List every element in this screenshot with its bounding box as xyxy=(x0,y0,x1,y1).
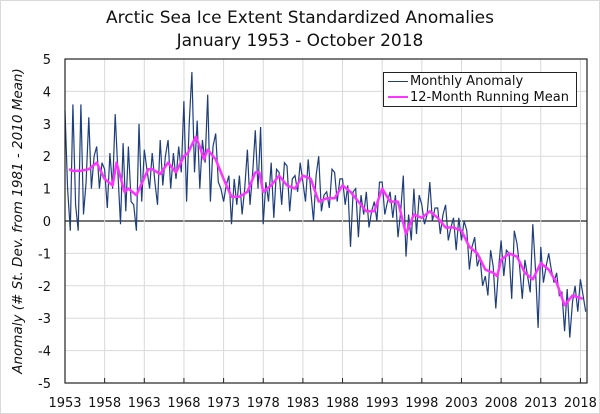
series-line-monthly-anomaly xyxy=(64,71,587,338)
y-tick-label: 3 xyxy=(43,118,51,133)
x-tick-label: 1988 xyxy=(326,396,359,411)
x-tick-label: 2003 xyxy=(445,396,478,411)
x-tick-label: 2013 xyxy=(524,396,557,411)
y-tick-label: 1 xyxy=(43,183,51,198)
y-tick-label: -4 xyxy=(38,345,51,360)
legend-swatch-monthly xyxy=(388,80,408,82)
x-tick-label: 1998 xyxy=(405,396,438,411)
x-tick-label: 2018 xyxy=(564,396,597,411)
y-tick-label: 2 xyxy=(43,150,51,165)
x-tick-label: 1958 xyxy=(88,396,121,411)
legend-label-running-mean: 12-Month Running Mean xyxy=(410,89,569,105)
y-tick-label: -3 xyxy=(38,312,51,327)
legend-item-monthly: Monthly Anomaly xyxy=(384,73,576,89)
legend-label-monthly: Monthly Anomaly xyxy=(410,73,524,89)
x-tick-label: 1983 xyxy=(286,396,319,411)
y-tick-label: -1 xyxy=(38,247,51,262)
x-tick-label: 2008 xyxy=(485,396,518,411)
x-tick-label: 1963 xyxy=(128,396,161,411)
legend: Monthly Anomaly 12-Month Running Mean xyxy=(383,72,577,107)
legend-item-running-mean: 12-Month Running Mean xyxy=(384,89,576,105)
x-tick-label: 1973 xyxy=(207,396,240,411)
y-tick-label: -2 xyxy=(38,280,51,295)
x-tick-label: 1978 xyxy=(247,396,280,411)
x-tick-label: 1968 xyxy=(167,396,200,411)
x-tick-label: 1953 xyxy=(48,396,81,411)
y-tick-label: -5 xyxy=(38,377,51,392)
series-line-running-mean xyxy=(68,135,584,307)
plot-border xyxy=(64,58,588,384)
chart-title: Arctic Sea Ice Extent Standardized Anoma… xyxy=(106,8,494,28)
x-tick-label: 1993 xyxy=(366,396,399,411)
y-tick-label: 5 xyxy=(43,53,51,68)
y-tick-label: 4 xyxy=(43,85,51,100)
legend-swatch-running-mean xyxy=(388,96,408,98)
y-tick-label: 0 xyxy=(43,215,51,230)
chart-subtitle: January 1953 - October 2018 xyxy=(176,31,424,51)
